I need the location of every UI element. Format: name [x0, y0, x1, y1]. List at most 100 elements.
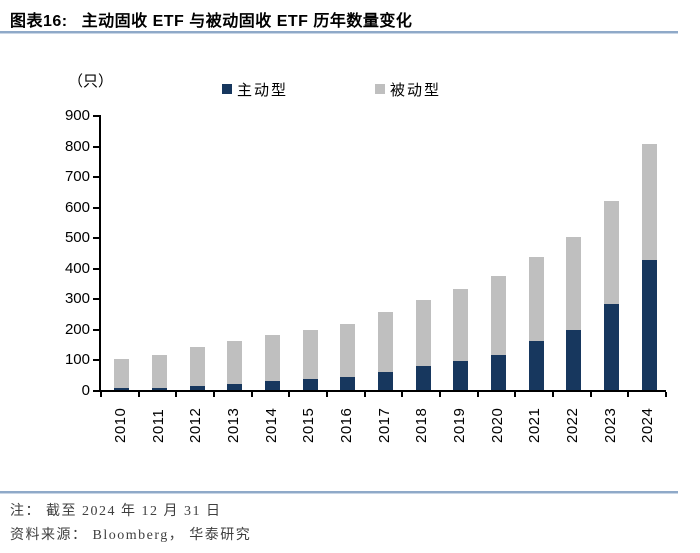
bar-2016-active-segment	[340, 377, 356, 390]
bar-2022	[566, 237, 582, 390]
y-axis-tick-0	[93, 390, 100, 392]
y-axis-tick-label-0: 0	[81, 382, 90, 399]
y-axis-tick-label-200: 200	[64, 320, 90, 338]
x-axis-label-2018: 2018	[413, 407, 431, 443]
x-axis-tick	[401, 392, 404, 397]
y-axis-tick-label-100: 100	[64, 351, 90, 369]
y-axis-tick-900	[93, 115, 100, 117]
y-axis-tick-label-300: 300	[64, 290, 90, 308]
bar-2019-passive-segment	[453, 289, 469, 361]
bar-2012-passive-segment	[189, 347, 205, 387]
bar-2021-passive-segment	[528, 257, 544, 342]
y-axis-tick-label-600: 600	[64, 198, 90, 216]
x-axis-label-2016: 2016	[337, 407, 355, 443]
bar-2021	[528, 257, 544, 390]
bar-2014	[265, 335, 280, 390]
bar-2024-passive-segment	[641, 144, 657, 261]
y-axis-tick-label-700: 700	[64, 168, 90, 186]
legend-swatch-passive	[375, 84, 385, 94]
x-axis-tick	[514, 392, 517, 397]
bar-2020-active-segment	[491, 354, 506, 390]
y-axis-unit-label: （只）	[68, 74, 114, 90]
legend-label-passive: 被动型	[390, 82, 442, 99]
y-axis-tick-label-500: 500	[64, 229, 90, 247]
y-axis-tick-label-800: 800	[64, 137, 90, 155]
legend-label-active: 主动型	[237, 82, 289, 99]
y-axis-tick-400	[93, 267, 100, 270]
bar-2019	[453, 289, 469, 390]
bar-2013	[227, 341, 243, 390]
y-axis-tick-200	[93, 328, 100, 331]
footer-divider-rule	[0, 491, 678, 494]
plot-area	[99, 115, 666, 392]
x-axis-tick	[552, 392, 554, 397]
bar-2010	[114, 359, 130, 390]
y-axis-tick-800	[93, 145, 100, 148]
bar-2017-active-segment	[378, 371, 393, 390]
bar-2018-passive-segment	[415, 299, 431, 366]
x-axis-label-2010: 2010	[111, 407, 129, 443]
bar-2011	[152, 354, 167, 390]
y-axis-tick-600	[93, 206, 100, 209]
legend-item-passive: 被动型	[375, 81, 442, 99]
x-axis-label-2011: 2011	[149, 408, 167, 443]
bar-2015	[302, 330, 318, 390]
x-axis-tick	[476, 392, 479, 397]
y-axis-tick-300	[93, 298, 100, 301]
x-axis-label-2022: 2022	[563, 407, 581, 443]
x-axis-label-2019: 2019	[450, 407, 468, 443]
bar-2023	[604, 200, 619, 390]
bar-2016	[340, 324, 356, 390]
x-axis-tick	[589, 392, 592, 397]
bar-2015-active-segment	[302, 379, 318, 390]
bar-2018-active-segment	[415, 365, 431, 390]
bar-2020-passive-segment	[491, 276, 506, 355]
x-axis-tick	[627, 392, 630, 397]
bar-2010-active-segment	[114, 388, 130, 390]
title-divider-rule	[0, 31, 678, 34]
x-axis-tick	[665, 392, 667, 397]
legend-swatch-active	[222, 84, 232, 94]
x-axis-tick	[175, 392, 178, 397]
x-axis-tick	[363, 392, 366, 397]
bar-2012	[189, 347, 205, 390]
x-axis-tick	[326, 392, 328, 397]
figure-number-label: 图表16:	[10, 13, 68, 30]
x-axis-tick	[439, 392, 441, 397]
x-axis-label-2014: 2014	[262, 407, 280, 443]
bar-2011-passive-segment	[152, 354, 167, 388]
bar-2011-active-segment	[152, 387, 167, 390]
y-axis-tick-label-900: 900	[64, 107, 90, 124]
bar-2017-passive-segment	[378, 312, 393, 372]
x-axis-label-2015: 2015	[300, 407, 318, 443]
bar-2022-active-segment	[566, 330, 582, 390]
bar-2013-passive-segment	[227, 341, 243, 384]
bar-2021-active-segment	[528, 341, 544, 390]
bar-2012-active-segment	[189, 386, 205, 390]
bar-2016-passive-segment	[340, 324, 356, 378]
y-axis-tick-100	[93, 359, 100, 362]
footer-source: 资料来源： Bloomberg， 华泰研究	[10, 528, 252, 543]
y-axis-tick-700	[93, 176, 100, 179]
x-axis-label-2012: 2012	[187, 407, 205, 443]
footer-note: 注： 截至 2024 年 12 月 31 日	[10, 504, 222, 519]
figure-title-text: 主动固收 ETF 与被动固收 ETF 历年数量变化	[81, 13, 413, 30]
bar-2014-passive-segment	[265, 335, 280, 382]
x-axis-tick	[137, 392, 140, 397]
x-axis-label-2017: 2017	[375, 407, 393, 443]
bar-2024	[641, 144, 657, 390]
bar-2020	[491, 276, 506, 390]
x-axis-tick	[250, 392, 253, 397]
x-axis-label-2024: 2024	[639, 407, 657, 443]
x-axis-tick	[288, 392, 291, 397]
bar-2010-passive-segment	[114, 359, 130, 389]
legend-item-active: 主动型	[222, 81, 289, 99]
bar-2015-passive-segment	[302, 330, 318, 380]
bar-2023-active-segment	[604, 304, 619, 390]
bar-2017	[378, 312, 393, 390]
x-axis-label-2021: 2021	[526, 407, 544, 443]
y-axis-tick-500	[93, 237, 100, 240]
x-axis-tick	[100, 392, 102, 397]
bar-2022-passive-segment	[566, 237, 582, 331]
